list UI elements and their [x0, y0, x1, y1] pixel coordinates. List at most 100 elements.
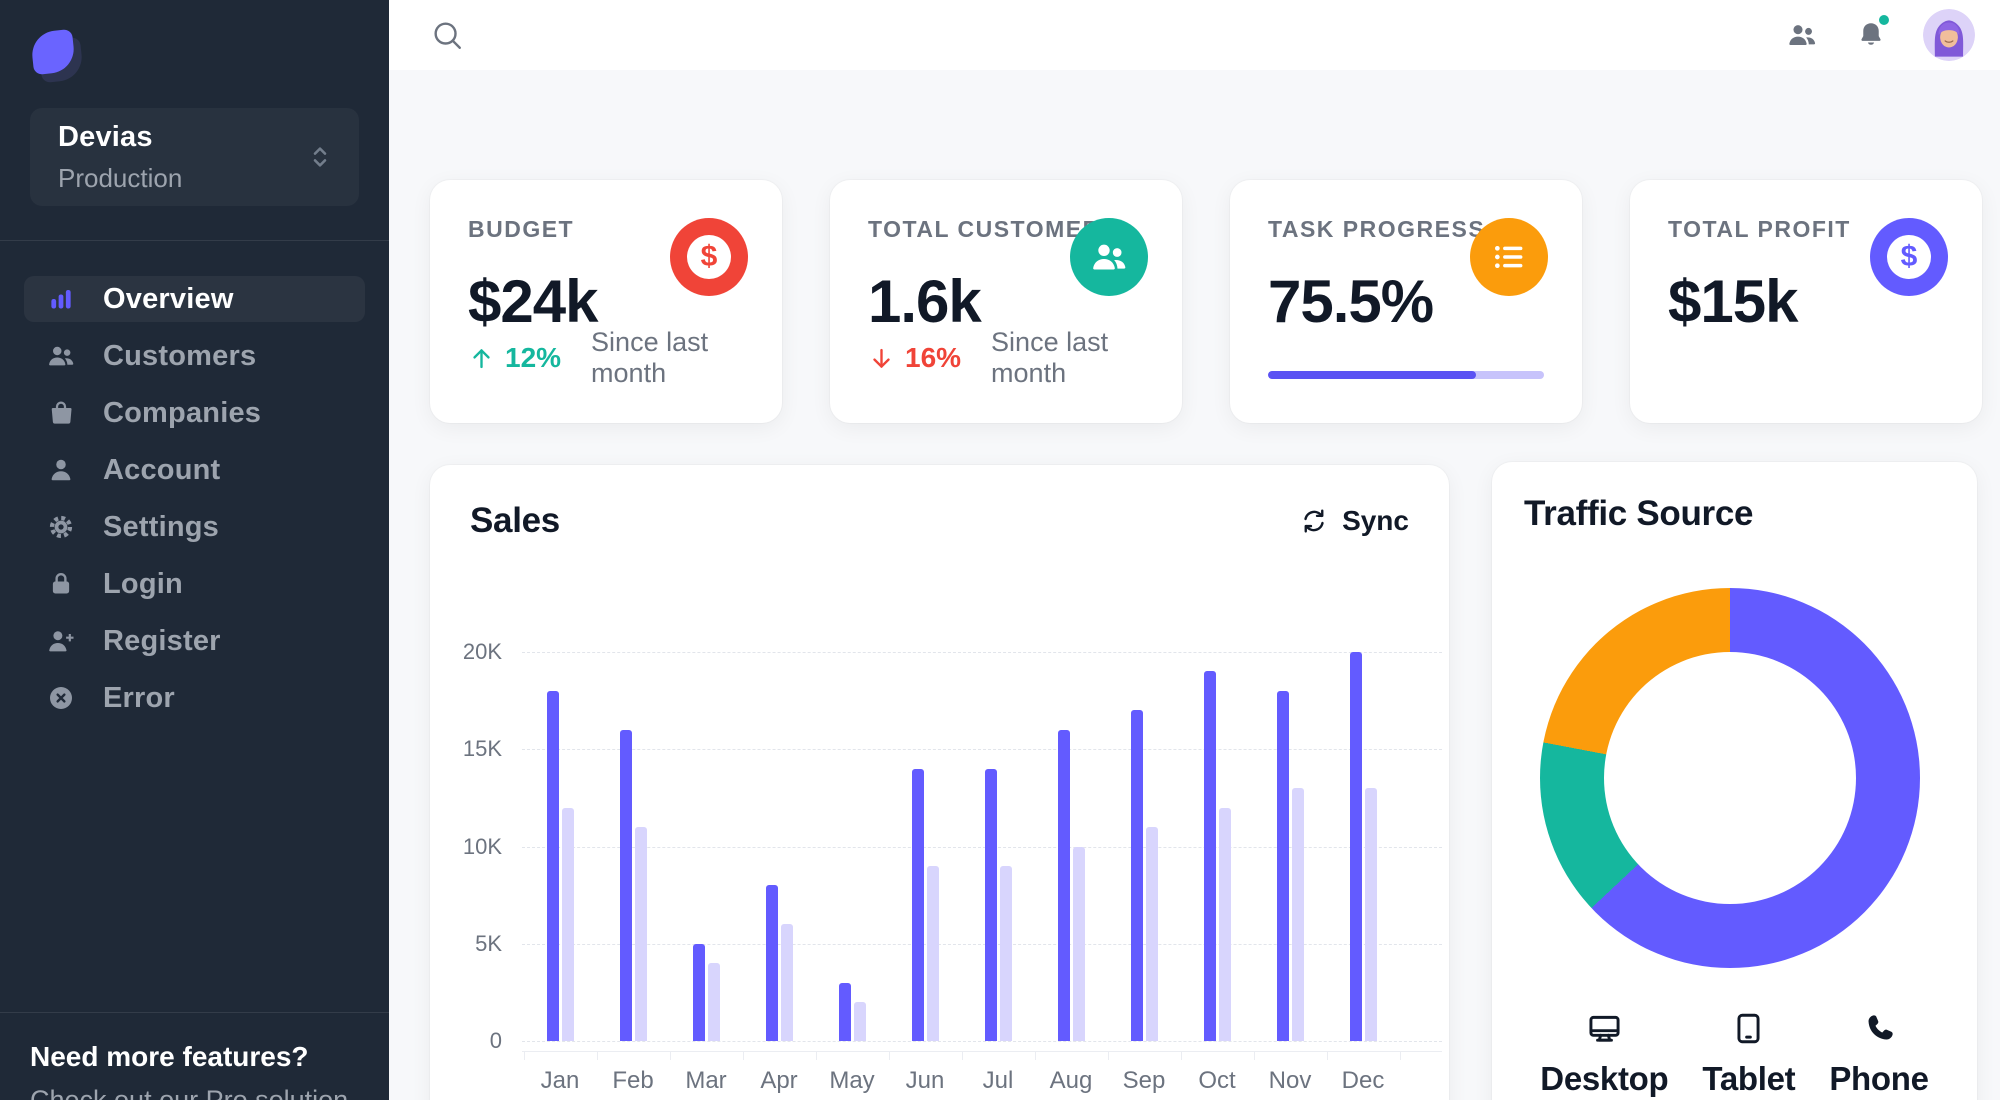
legend-label: Phone: [1829, 1060, 1929, 1097]
traffic-legend: Desktop Tablet Phone: [1492, 1010, 1977, 1098]
sidebar-item-label: Customers: [103, 339, 257, 372]
stat-label: TOTAL PROFIT: [1668, 216, 1851, 242]
x-axis-tick: [596, 1051, 598, 1060]
sidebar-item-error[interactable]: Error: [24, 675, 365, 721]
stat-value: 75.5%: [1268, 268, 1434, 335]
x-axis-tick: [1399, 1051, 1401, 1060]
stat-label: TASK PROGRESS: [1268, 216, 1486, 242]
topbar: [389, 0, 2000, 70]
x-axis-line: [522, 1051, 1442, 1052]
stat-value: $24k: [468, 268, 598, 335]
sidebar-item-login[interactable]: Login: [24, 561, 365, 607]
x-axis-tick: [888, 1051, 890, 1060]
desktop-icon: [1586, 1010, 1623, 1047]
bar-last-year: [707, 963, 720, 1041]
sidebar-item-label: Overview: [103, 282, 234, 315]
bar-last-year: [1364, 788, 1377, 1041]
x-axis-label: May: [829, 1067, 875, 1094]
bell-icon[interactable]: [1855, 13, 1891, 51]
bar-this-year: [1203, 671, 1216, 1041]
user-icon: [46, 455, 76, 485]
task-progress-fill: [1268, 371, 1477, 379]
stat-value: $15k: [1668, 268, 1798, 335]
x-axis-label: Oct: [1198, 1067, 1236, 1094]
bar-last-year: [853, 1002, 866, 1041]
stat-card-total-customers: TOTAL CUSTOMERS 1.6k 16% Since last month: [830, 180, 1182, 423]
footer-subtitle: Check out our Pro solution template.: [30, 1085, 349, 1100]
contacts-users-icon[interactable]: [1786, 19, 1818, 51]
x-axis-tick: [669, 1051, 671, 1060]
currency-dollar-icon: $: [1887, 235, 1931, 279]
legend-item-desktop: Desktop: [1540, 1010, 1669, 1098]
delta-caption: Since last month: [991, 327, 1109, 388]
phone-icon: [1861, 1010, 1898, 1047]
sales-title: Sales: [470, 501, 560, 540]
stat-delta: 12% Since last month: [468, 327, 782, 389]
gridline: [522, 749, 1442, 751]
y-axis-tick-label: 0: [489, 1028, 502, 1053]
legend-label: Desktop: [1540, 1060, 1669, 1097]
x-axis-tick: [815, 1051, 817, 1060]
stat-card-total-profit: TOTAL PROFIT $15k $: [1630, 180, 1982, 423]
notification-dot: [1877, 13, 1891, 27]
sidebar-item-register[interactable]: Register: [24, 618, 365, 664]
bar-last-year: [1291, 788, 1304, 1041]
stat-icon-circle: $: [1870, 218, 1948, 296]
x-axis-label: Jun: [905, 1067, 945, 1094]
sidebar-item-companies[interactable]: Companies: [24, 390, 365, 436]
memoji-avatar[interactable]: [1923, 9, 1975, 61]
magnifier-icon[interactable]: [430, 18, 464, 52]
bar-last-year: [780, 924, 793, 1041]
caret-up-down-icon: [305, 142, 335, 172]
stat-card-task-progress: TASK PROGRESS 75.5%: [1230, 180, 1582, 423]
sidebar-divider: [0, 240, 389, 241]
bar-this-year: [838, 982, 851, 1041]
users-icon: [1089, 237, 1129, 277]
workspace-name: Devias: [58, 120, 153, 153]
x-axis-label: Apr: [760, 1067, 798, 1094]
sidebar: Devias Production Overview Customers Compa…: [0, 0, 389, 1100]
stat-icon-circle: $: [670, 218, 748, 296]
bar-this-year: [1276, 690, 1289, 1041]
stat-delta: 16% Since last month: [868, 327, 1182, 389]
workspace-selector[interactable]: Devias Production: [30, 108, 359, 206]
user-plus-icon: [46, 626, 76, 656]
devias-logo-icon[interactable]: [29, 28, 85, 84]
lock-icon: [46, 569, 76, 599]
sidebar-item-settings[interactable]: Settings: [24, 504, 365, 550]
x-axis-tick: [961, 1051, 963, 1060]
legend-item-tablet: Tablet: [1702, 1010, 1796, 1098]
bar-last-year: [561, 807, 574, 1041]
sales-card: Sales Sync 20K 15K 10K 5K 0 Jan Feb Mar Apr May Ju…: [430, 465, 1449, 1100]
sidebar-item-label: Register: [103, 624, 221, 657]
stat-icon-circle: [1470, 218, 1548, 296]
legend-label: Tablet: [1702, 1060, 1796, 1097]
bar-last-year: [999, 865, 1012, 1041]
sidebar-item-customers[interactable]: Customers: [24, 333, 365, 379]
x-circle-icon: [46, 683, 76, 713]
sidebar-item-account[interactable]: Account: [24, 447, 365, 493]
bar-this-year: [911, 768, 924, 1041]
sales-bar-chart: 20K 15K 10K 5K 0 Jan Feb Mar Apr May Jun Jul Aug Sep O…: [463, 639, 1442, 1094]
tablet-icon: [1730, 1010, 1767, 1047]
x-axis-tick: [1107, 1051, 1109, 1060]
stat-value: 1.6k: [868, 268, 982, 335]
workspace-env: Production: [58, 162, 183, 193]
sidebar-item-overview[interactable]: Overview: [24, 276, 365, 322]
sync-button[interactable]: Sync: [1299, 505, 1409, 537]
gridline: [522, 652, 1442, 653]
bar-this-year: [1349, 652, 1362, 1041]
bar-last-year: [1072, 846, 1085, 1041]
users-icon: [46, 341, 76, 371]
x-axis-label: Jul: [982, 1067, 1014, 1094]
x-axis-label: Feb: [612, 1067, 654, 1094]
list-bullets-icon: [1489, 237, 1529, 277]
x-axis-label: Nov: [1268, 1067, 1312, 1094]
sidebar-item-label: Error: [103, 681, 175, 714]
sidebar-item-label: Login: [103, 567, 183, 600]
delta-value: 12%: [505, 342, 562, 373]
x-axis-tick: [523, 1051, 525, 1060]
stat-label: BUDGET: [468, 216, 575, 242]
y-axis-tick-label: 10K: [462, 833, 502, 859]
